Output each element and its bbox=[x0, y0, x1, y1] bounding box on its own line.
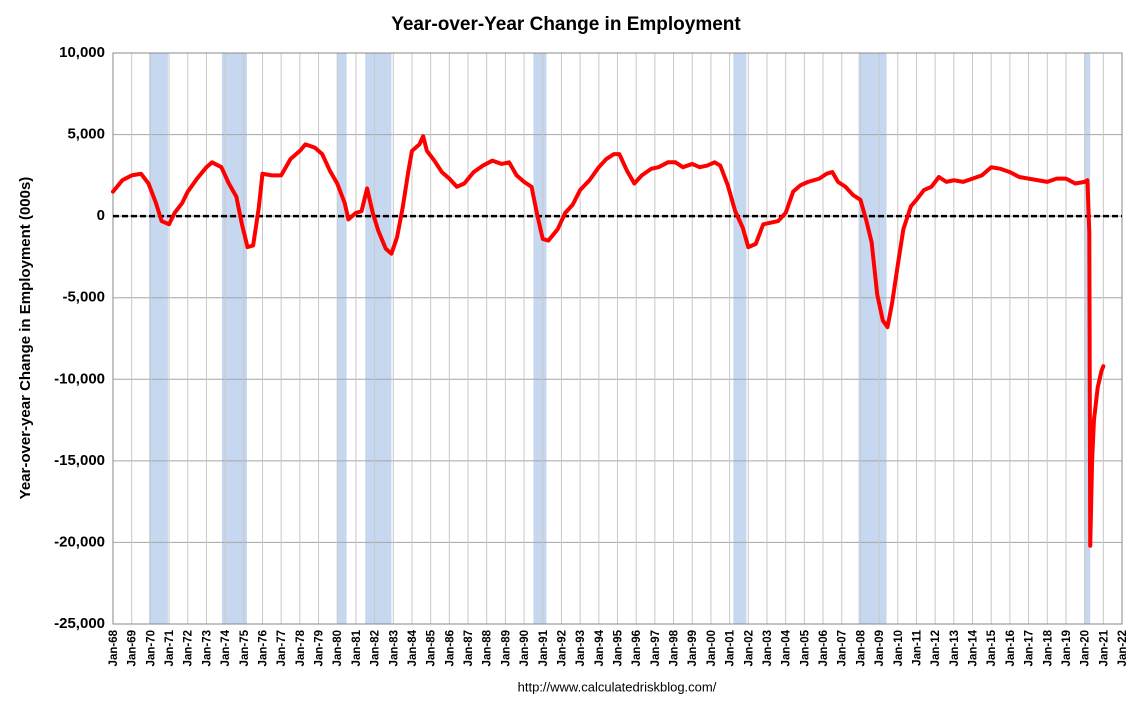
x-tick-label: Jan-14 bbox=[968, 629, 980, 666]
x-tick-label: Jan-08 bbox=[855, 629, 867, 666]
x-tick-label: Jan-74 bbox=[220, 629, 232, 666]
x-tick-label: Jan-87 bbox=[463, 630, 475, 666]
x-tick-label: Jan-85 bbox=[426, 629, 438, 666]
plot-border bbox=[112, 52, 1123, 625]
x-tick-label: Jan-92 bbox=[556, 630, 568, 666]
y-tick-label: -5,000 bbox=[62, 289, 105, 306]
recession-band bbox=[1084, 53, 1091, 624]
x-tick-label: Jan-13 bbox=[949, 630, 961, 666]
x-tick-label: Jan-83 bbox=[388, 630, 400, 666]
x-tick-label: Jan-95 bbox=[613, 629, 625, 666]
y-tick-label: -25,000 bbox=[54, 615, 105, 632]
y-tick-label: -15,000 bbox=[54, 452, 105, 469]
x-tick-label: Jan-11 bbox=[911, 629, 923, 665]
x-tick-label: Jan-12 bbox=[930, 630, 942, 666]
x-tick-label: Jan-88 bbox=[482, 629, 494, 666]
x-tick-label: Jan-77 bbox=[276, 630, 288, 666]
recession-band bbox=[149, 53, 168, 624]
source: http://www.calculatedriskblog.com/ bbox=[518, 679, 717, 694]
recession-band bbox=[733, 53, 747, 624]
x-tick-label: Jan-21 bbox=[1098, 629, 1110, 666]
x-tick-label: Jan-15 bbox=[986, 629, 998, 666]
x-tick-label: Jan-82 bbox=[370, 630, 382, 666]
y-tick-label: 5,000 bbox=[67, 126, 105, 143]
y-tick-label: -20,000 bbox=[54, 533, 105, 550]
x-tick-label: Jan-17 bbox=[1024, 630, 1036, 666]
y-tick-label: 10,000 bbox=[59, 44, 105, 61]
x-tick-label: Jan-78 bbox=[295, 629, 307, 666]
y-axis-label: Year-over-year Change in Employment (000… bbox=[17, 177, 34, 500]
x-tick-label: Jan-01 bbox=[725, 629, 737, 666]
recession-band bbox=[337, 53, 347, 624]
x-tick-label: Jan-03 bbox=[762, 630, 774, 666]
chart-title: Year-over-Year Change in Employment bbox=[391, 14, 741, 35]
x-tick-label: Jan-99 bbox=[687, 630, 699, 666]
x-tick-label: Jan-71 bbox=[164, 629, 176, 666]
x-tick-label: Jan-19 bbox=[1061, 630, 1073, 666]
x-tick-label: Jan-79 bbox=[314, 630, 326, 666]
recession-band bbox=[365, 53, 392, 624]
x-tick-label: Jan-18 bbox=[1042, 629, 1054, 666]
x-tick-label: Jan-07 bbox=[837, 630, 849, 666]
x-tick-label: Jan-16 bbox=[1005, 630, 1017, 666]
x-tick-label: Jan-02 bbox=[743, 630, 755, 666]
x-tick-label: Jan-04 bbox=[781, 629, 793, 666]
x-tick-label: Jan-91 bbox=[538, 629, 550, 666]
x-tick-label: Jan-76 bbox=[257, 630, 269, 666]
x-tick-label: Jan-75 bbox=[239, 629, 251, 666]
x-tick-label: Jan-93 bbox=[575, 630, 587, 666]
y-tick-label: -10,000 bbox=[54, 370, 105, 387]
x-tick-label: Jan-96 bbox=[631, 630, 643, 666]
x-tick-label: Jan-98 bbox=[669, 629, 681, 666]
x-tick-label: Jan-68 bbox=[108, 629, 120, 666]
x-tick-label: Jan-80 bbox=[332, 630, 344, 666]
x-tick-label: Jan-69 bbox=[127, 630, 139, 666]
x-tick-label: Jan-70 bbox=[145, 630, 157, 666]
x-tick-label: Jan-00 bbox=[706, 630, 718, 666]
series-line bbox=[111, 134, 1106, 548]
x-tick-label: Jan-86 bbox=[444, 630, 456, 666]
x-tick-label: Jan-22 bbox=[1117, 630, 1129, 666]
x-tick-label: Jan-20 bbox=[1080, 630, 1092, 666]
x-tick-label: Jan-94 bbox=[594, 629, 606, 666]
x-tick-label: Jan-81 bbox=[351, 629, 363, 666]
x-tick-label: Jan-97 bbox=[650, 630, 662, 666]
x-tick-label: Jan-72 bbox=[183, 630, 195, 666]
x-tick-label: Jan-84 bbox=[407, 629, 419, 666]
x-tick-label: Jan-90 bbox=[519, 630, 531, 666]
recession-band bbox=[221, 53, 247, 624]
x-tick-label: Jan-10 bbox=[893, 630, 905, 666]
recession-band bbox=[858, 53, 887, 624]
y-tick-label: 0 bbox=[97, 207, 105, 224]
x-tick-label: Jan-06 bbox=[818, 630, 830, 666]
x-tick-label: Jan-73 bbox=[201, 630, 213, 666]
x-tick-label: Jan-09 bbox=[874, 630, 886, 666]
x-tick-label: Jan-89 bbox=[500, 630, 512, 666]
recession-band bbox=[533, 53, 547, 624]
x-tick-label: Jan-05 bbox=[799, 629, 811, 666]
